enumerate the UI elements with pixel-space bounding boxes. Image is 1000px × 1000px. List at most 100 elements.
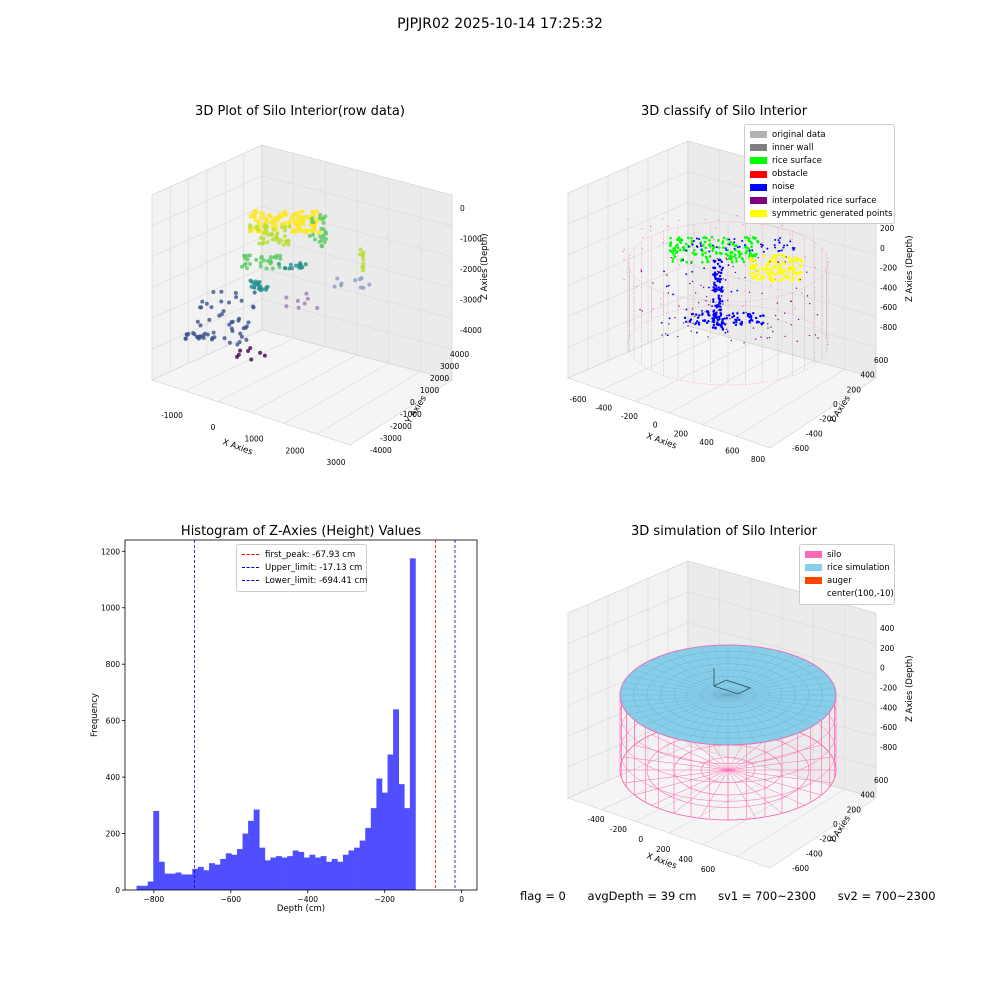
histogram-bar	[181, 874, 188, 890]
classified-point	[639, 308, 641, 311]
raw-point	[318, 213, 323, 218]
histogram-bar	[376, 778, 383, 890]
histogram-bar	[248, 820, 254, 890]
classified-point	[690, 236, 693, 240]
raw-point	[256, 219, 261, 224]
classified-point	[728, 257, 731, 260]
raw-point	[261, 215, 267, 221]
legend-swatch	[750, 131, 767, 139]
classified-point	[623, 248, 625, 251]
classified-point	[774, 246, 777, 249]
raw-x-tick: -1000	[161, 411, 183, 420]
classified-point	[695, 237, 698, 240]
classified-point	[798, 264, 802, 268]
raw-point	[288, 262, 293, 267]
classified-point	[790, 324, 792, 326]
classified-point	[744, 290, 746, 292]
classified-point	[696, 316, 700, 319]
classified-point	[725, 257, 727, 259]
classified-point	[720, 268, 723, 272]
classified-point	[678, 240, 682, 243]
raw-point	[277, 265, 282, 270]
raw-point	[263, 223, 268, 228]
classified-point	[740, 320, 744, 324]
classified-point	[787, 270, 791, 274]
classified-point	[744, 251, 748, 255]
raw-z-tick: -1000	[460, 235, 482, 244]
raw-point	[302, 301, 307, 306]
classified-point	[708, 255, 712, 258]
classified-point	[730, 255, 733, 258]
legend-label: auger	[827, 575, 852, 586]
raw-point	[278, 256, 283, 261]
classified-point	[731, 243, 735, 246]
rice-mesh-spoke	[727, 694, 828, 715]
raw-point	[310, 209, 315, 215]
classified-point	[685, 308, 688, 311]
histogram-bar	[342, 854, 349, 890]
rice-mesh-spoke	[727, 694, 794, 735]
raw-point	[211, 330, 216, 335]
classified-point	[759, 314, 762, 318]
classified-point	[735, 244, 738, 247]
histogram-bar	[170, 873, 176, 890]
classified-point	[704, 251, 707, 255]
classified-point	[766, 337, 768, 339]
histogram-bar	[192, 868, 199, 890]
legend-label: symmetric generated points	[772, 208, 893, 219]
simulation-y-tick: 400	[860, 791, 875, 800]
raw-point	[287, 224, 292, 229]
raw-point	[209, 305, 214, 310]
legend-entry: Lower_limit: -694.41 cm	[242, 574, 367, 587]
raw-point	[219, 312, 224, 317]
classified-point	[665, 285, 668, 288]
classified-point	[790, 279, 794, 283]
classified-point	[683, 316, 687, 320]
raw-x-tick: 0	[211, 423, 216, 432]
histogram-bar	[175, 872, 182, 890]
classified-point	[661, 218, 664, 220]
classified-point	[694, 315, 696, 318]
silo-floor-spoke	[634, 744, 729, 771]
classified-point	[641, 310, 643, 312]
histogram-bar	[387, 754, 394, 890]
classified-point	[756, 240, 760, 244]
raw-x-tick: 2000	[285, 446, 304, 455]
histogram-chart: −800 −600 −400 −200 0 0 200 400 600 800 1000 1200 D…	[90, 539, 478, 914]
classified-point	[774, 254, 778, 258]
raw-point	[321, 220, 326, 225]
classified-point	[755, 321, 759, 324]
classified-point	[724, 247, 727, 250]
histogram-y-axis-label: Frequency	[90, 693, 100, 737]
classified-point	[640, 270, 643, 273]
classified-point	[696, 331, 698, 334]
rice-mesh-spoke	[727, 651, 783, 696]
raw-point	[270, 266, 275, 271]
raw-point	[237, 340, 242, 345]
classified-point	[790, 267, 794, 271]
figure-title: PJPJR02 2025-10-14 17:25:32	[397, 16, 603, 32]
sv2-value: sv2 = 700~2300	[837, 889, 936, 903]
classified-point	[712, 245, 716, 249]
raw-point	[316, 230, 322, 236]
raw-point	[282, 234, 287, 239]
classified-point	[714, 277, 718, 281]
raw-point	[268, 255, 273, 260]
y-tick-label: 800	[106, 660, 121, 669]
classified-point	[770, 284, 772, 287]
classified-point	[674, 245, 678, 248]
rice-mesh-spoke	[727, 694, 833, 709]
raw-y-tick: 2000	[430, 374, 449, 383]
histogram-bar	[142, 885, 148, 890]
classified-point	[720, 295, 723, 297]
classified-point	[745, 236, 749, 239]
classified-point	[771, 277, 775, 281]
classified-point	[773, 244, 776, 247]
classified-point	[742, 311, 745, 315]
rice-mesh-spoke	[727, 646, 757, 696]
legend-swatch	[242, 567, 259, 569]
classified-point	[781, 271, 785, 275]
legend-swatch	[242, 554, 259, 556]
classified-point	[676, 238, 679, 241]
classify-z-tick: -600	[880, 303, 897, 312]
